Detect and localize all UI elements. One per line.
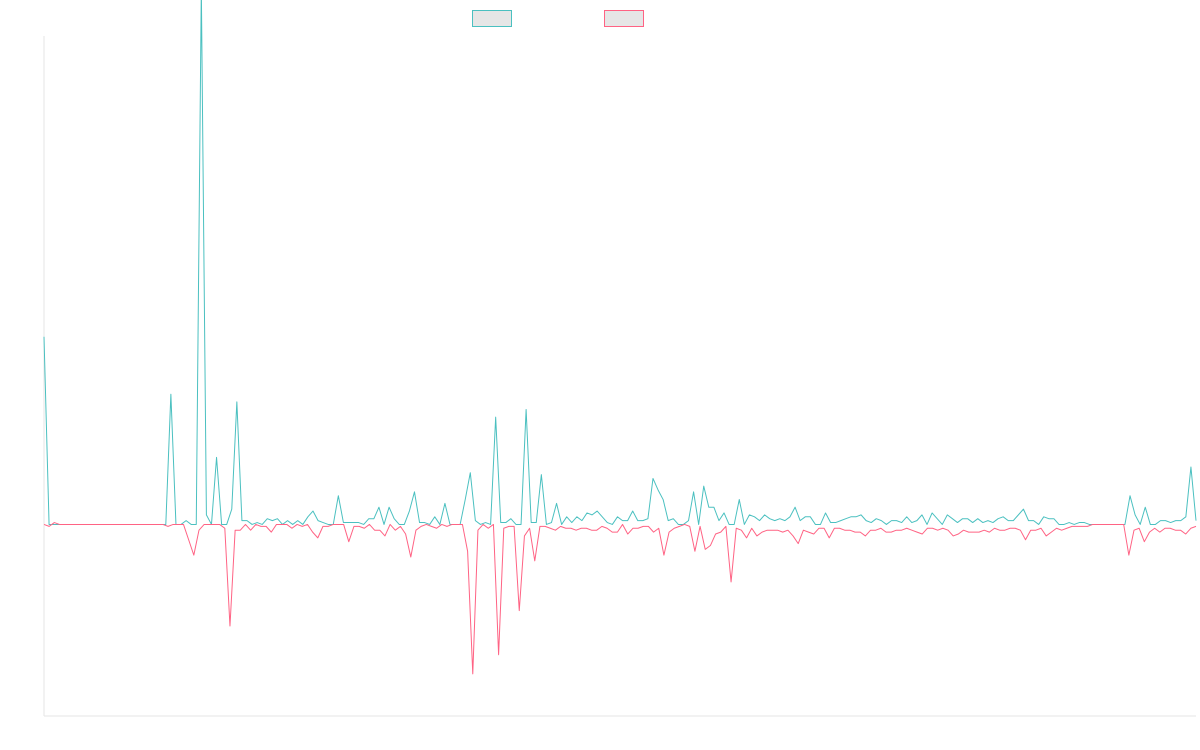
legend	[472, 9, 644, 27]
legend-item-2[interactable]	[604, 9, 644, 27]
legend-item-1[interactable]	[472, 9, 512, 27]
legend-swatch-2	[604, 9, 644, 27]
series-layer	[43, 0, 1197, 675]
axes	[43, 36, 1196, 717]
series-2-line	[43, 522, 1197, 675]
legend-swatch-1	[472, 9, 512, 27]
series-1-line	[43, 0, 1197, 525]
